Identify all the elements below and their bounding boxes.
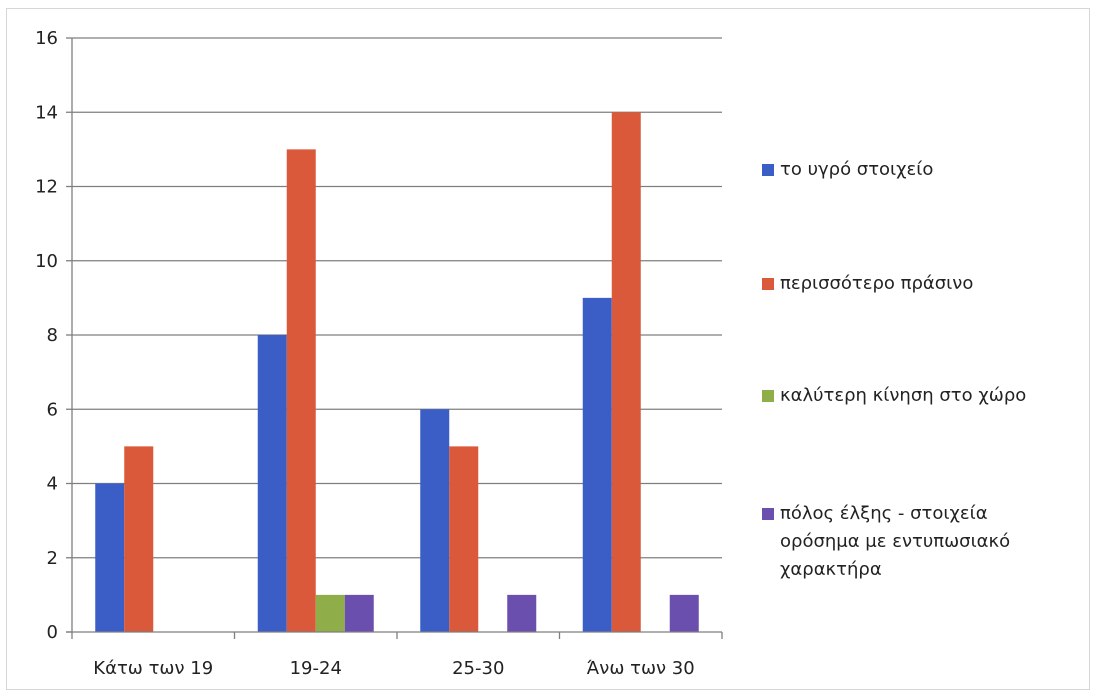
bar-4-3: [507, 594, 537, 632]
x-tick-label: Άνω των 30: [587, 658, 695, 679]
y-tick-label: 14: [35, 102, 58, 123]
legend-item-series-3: καλύτερη κίνηση στο χώρο: [762, 382, 1082, 410]
legend-label-series-3: καλύτερη κίνηση στο χώρο: [780, 385, 1027, 406]
bars: [95, 112, 699, 632]
legend-swatch-series-2: [762, 278, 774, 290]
bar-2-3: [449, 446, 479, 632]
legend-swatch-series-1: [762, 164, 774, 176]
bar-1-1: [95, 483, 125, 632]
bar-4-4: [669, 594, 699, 632]
y-tick-label: 6: [47, 399, 58, 420]
axes: [66, 37, 723, 639]
legend-label-series-1: το υγρό στοιχείο: [780, 159, 934, 180]
x-tick-label: 25-30: [452, 658, 504, 679]
bar-4-2: [344, 594, 374, 632]
y-tick-labels: 0 2 4 6 8 10 12 14 16: [35, 28, 58, 643]
bar-1-4: [582, 297, 612, 632]
legend-item-series-2: περισσότερο πράσινο: [762, 270, 1082, 298]
bar-2-2: [286, 149, 316, 632]
legend-label-series-4: πόλος έλξης - στοιχεία ορόσημα με εντυπω…: [780, 503, 1011, 580]
legend-swatch-series-4: [762, 508, 774, 520]
legend-swatch-series-3: [762, 390, 774, 402]
y-tick-label: 16: [35, 28, 58, 49]
x-tick-label: Κάτω των 19: [93, 658, 213, 679]
y-tick-label: 4: [47, 474, 58, 495]
legend-label-series-2: περισσότερο πράσινο: [780, 273, 974, 294]
y-tick-label: 8: [47, 325, 58, 346]
y-tick-label: 10: [35, 251, 58, 272]
x-tick-labels: Κάτω των 19 19-24 25-30 Άνω των 30: [93, 658, 694, 679]
legend-item-series-1: το υγρό στοιχείο: [762, 156, 1082, 184]
bar-1-2: [257, 335, 287, 632]
bar-1-3: [420, 409, 450, 632]
legend-item-series-4: πόλος έλξης - στοιχεία ορόσημα με εντυπω…: [762, 500, 1052, 584]
bar-3-2: [315, 594, 345, 632]
bar-2-1: [124, 446, 154, 632]
bar-2-4: [611, 112, 641, 632]
legend: το υγρό στοιχείο περισσότερο πράσινο καλ…: [762, 0, 1087, 695]
x-tick-label: 19-24: [290, 658, 342, 679]
y-tick-label: 0: [47, 622, 58, 643]
y-tick-label: 2: [47, 548, 58, 569]
y-tick-label: 12: [35, 177, 58, 198]
chart-frame: [6, 8, 1090, 690]
